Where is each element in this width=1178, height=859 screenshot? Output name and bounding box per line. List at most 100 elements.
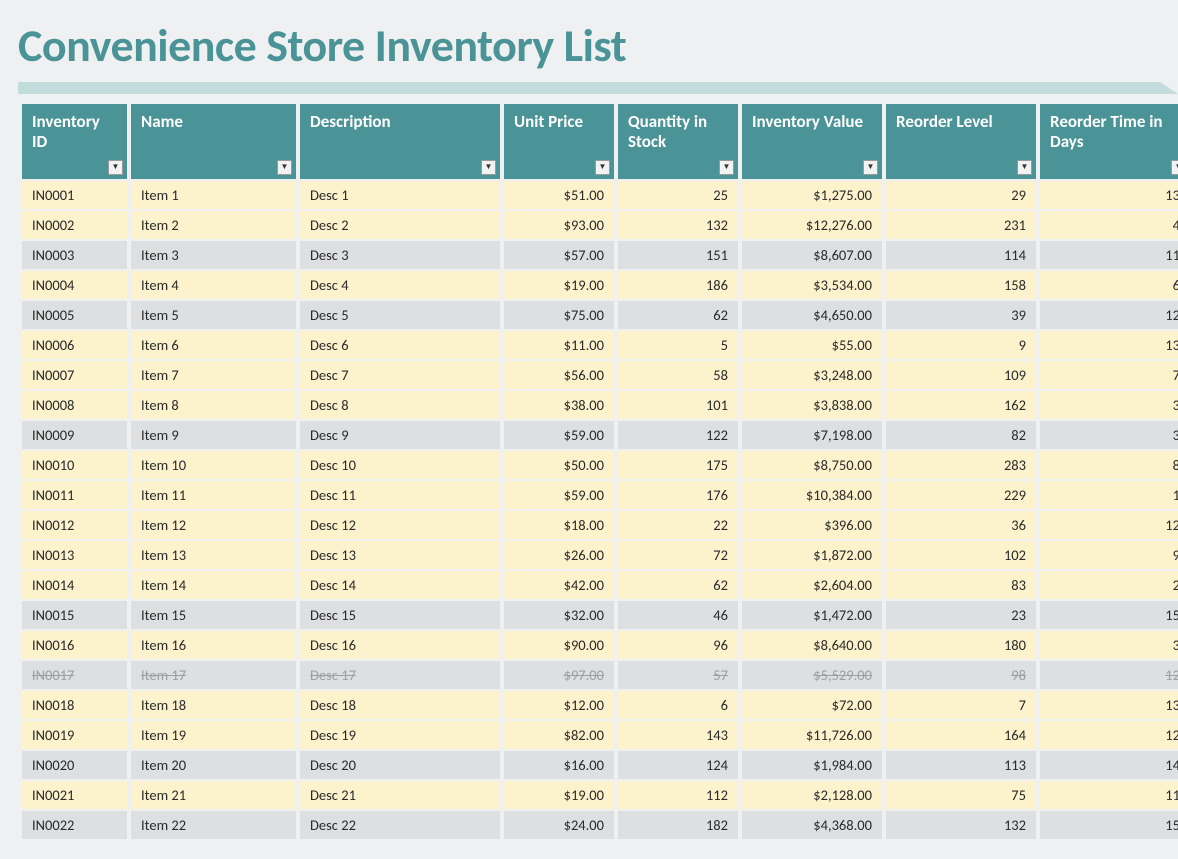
filter-dropdown-icon[interactable]: ▼ (108, 160, 123, 175)
table-row: IN0004Item 4Desc 4$19.00186$3,534.001586 (22, 271, 1178, 299)
cell-price: $38.00 (504, 391, 614, 419)
cell-id: IN0017 (22, 661, 127, 689)
cell-qty: 124 (618, 751, 738, 779)
cell-desc: Desc 3 (300, 241, 500, 269)
cell-reorder: 113 (886, 751, 1036, 779)
cell-qty: 25 (618, 181, 738, 209)
cell-reorder: 36 (886, 511, 1036, 539)
cell-value: $8,640.00 (742, 631, 882, 659)
cell-id: IN0020 (22, 751, 127, 779)
cell-qty: 143 (618, 721, 738, 749)
cell-days: 12 (1040, 511, 1178, 539)
table-row: IN0015Item 15Desc 15$32.0046$1,472.00231… (22, 601, 1178, 629)
table-row: IN0022Item 22Desc 22$24.00182$4,368.0013… (22, 811, 1178, 839)
cell-qty: 72 (618, 541, 738, 569)
cell-id: IN0013 (22, 541, 127, 569)
cell-price: $51.00 (504, 181, 614, 209)
cell-value: $1,872.00 (742, 541, 882, 569)
cell-reorder: 75 (886, 781, 1036, 809)
filter-dropdown-icon[interactable]: ▼ (481, 160, 496, 175)
cell-qty: 57 (618, 661, 738, 689)
cell-price: $19.00 (504, 271, 614, 299)
cell-id: IN0011 (22, 481, 127, 509)
cell-desc: Desc 20 (300, 751, 500, 779)
cell-qty: 96 (618, 631, 738, 659)
cell-name: Item 21 (131, 781, 296, 809)
cell-price: $16.00 (504, 751, 614, 779)
cell-days: 12 (1040, 721, 1178, 749)
cell-name: Item 20 (131, 751, 296, 779)
column-label: Inventory ID (32, 111, 100, 152)
cell-name: Item 3 (131, 241, 296, 269)
cell-qty: 175 (618, 451, 738, 479)
table-row: IN0019Item 19Desc 19$82.00143$11,726.001… (22, 721, 1178, 749)
cell-name: Item 2 (131, 211, 296, 239)
filter-dropdown-icon[interactable]: ▼ (1171, 160, 1178, 175)
cell-id: IN0003 (22, 241, 127, 269)
cell-days: 11 (1040, 241, 1178, 269)
cell-qty: 151 (618, 241, 738, 269)
filter-dropdown-icon[interactable]: ▼ (595, 160, 610, 175)
inventory-page: Convenience Store Inventory List Invento… (0, 0, 1178, 859)
cell-desc: Desc 11 (300, 481, 500, 509)
cell-desc: Desc 4 (300, 271, 500, 299)
column-header: Unit Price▼ (504, 104, 614, 179)
cell-value: $10,384.00 (742, 481, 882, 509)
cell-days: 15 (1040, 601, 1178, 629)
cell-value: $1,275.00 (742, 181, 882, 209)
cell-desc: Desc 13 (300, 541, 500, 569)
cell-price: $75.00 (504, 301, 614, 329)
cell-name: Item 1 (131, 181, 296, 209)
cell-desc: Desc 17 (300, 661, 500, 689)
cell-qty: 122 (618, 421, 738, 449)
filter-dropdown-icon[interactable]: ▼ (719, 160, 734, 175)
filter-dropdown-icon[interactable]: ▼ (863, 160, 878, 175)
cell-name: Item 22 (131, 811, 296, 839)
column-label: Description (310, 111, 391, 132)
cell-desc: Desc 2 (300, 211, 500, 239)
cell-price: $56.00 (504, 361, 614, 389)
page-title: Convenience Store Inventory List (18, 0, 1160, 80)
cell-value: $1,472.00 (742, 601, 882, 629)
cell-desc: Desc 21 (300, 781, 500, 809)
cell-value: $4,650.00 (742, 301, 882, 329)
cell-value: $2,604.00 (742, 571, 882, 599)
cell-days: 2 (1040, 571, 1178, 599)
column-header: Name▼ (131, 104, 296, 179)
column-label: Reorder Time in Days (1050, 111, 1163, 152)
cell-price: $97.00 (504, 661, 614, 689)
cell-reorder: 283 (886, 451, 1036, 479)
filter-dropdown-icon[interactable]: ▼ (277, 160, 292, 175)
filter-dropdown-icon[interactable]: ▼ (1017, 160, 1032, 175)
cell-value: $8,607.00 (742, 241, 882, 269)
cell-id: IN0010 (22, 451, 127, 479)
cell-days: 14 (1040, 751, 1178, 779)
cell-days: 7 (1040, 361, 1178, 389)
cell-price: $42.00 (504, 571, 614, 599)
cell-desc: Desc 14 (300, 571, 500, 599)
column-header: Inventory Value▼ (742, 104, 882, 179)
cell-desc: Desc 19 (300, 721, 500, 749)
cell-reorder: 98 (886, 661, 1036, 689)
accent-bar (18, 82, 1160, 94)
cell-days: 13 (1040, 691, 1178, 719)
cell-name: Item 16 (131, 631, 296, 659)
cell-days: 9 (1040, 541, 1178, 569)
cell-desc: Desc 5 (300, 301, 500, 329)
table-header: Inventory ID▼Name▼Description▼Unit Price… (22, 104, 1178, 179)
table-row: IN0021Item 21Desc 21$19.00112$2,128.0075… (22, 781, 1178, 809)
cell-qty: 176 (618, 481, 738, 509)
column-header: Quantity in Stock▼ (618, 104, 738, 179)
cell-value: $3,248.00 (742, 361, 882, 389)
cell-id: IN0004 (22, 271, 127, 299)
cell-value: $11,726.00 (742, 721, 882, 749)
cell-price: $57.00 (504, 241, 614, 269)
table-row: IN0014Item 14Desc 14$42.0062$2,604.00832 (22, 571, 1178, 599)
column-header: Reorder Time in Days ▼ (1040, 104, 1178, 179)
cell-price: $24.00 (504, 811, 614, 839)
table-row: IN0011Item 11Desc 11$59.00176$10,384.002… (22, 481, 1178, 509)
cell-price: $59.00 (504, 481, 614, 509)
cell-name: Item 19 (131, 721, 296, 749)
cell-id: IN0005 (22, 301, 127, 329)
cell-qty: 186 (618, 271, 738, 299)
